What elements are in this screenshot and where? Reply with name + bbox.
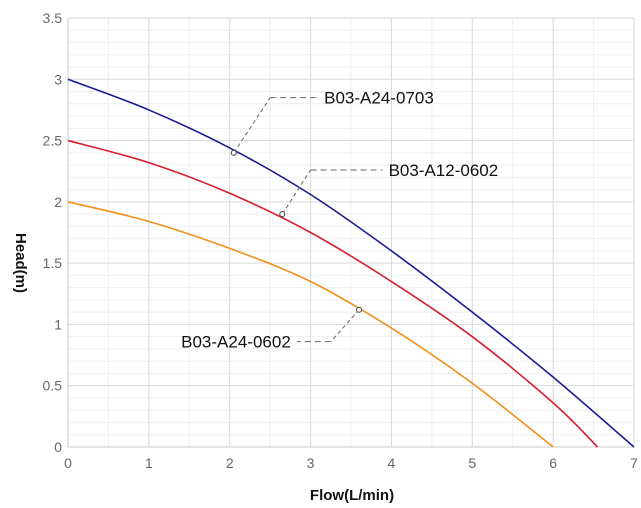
- y-tick-label: 0.5: [43, 378, 63, 394]
- y-tick-label: 2: [54, 194, 62, 210]
- callout-leader: [233, 97, 271, 154]
- tick-labels: 0 0.5 1 1.5 2 2.5 3 3.5 0 1 2 3 4 5 6 7: [43, 10, 639, 471]
- y-tick-label: 1.5: [43, 255, 63, 271]
- y-tick-label: 0: [54, 439, 62, 455]
- x-tick-label: 2: [226, 455, 234, 471]
- x-tick-label: 4: [388, 455, 396, 471]
- x-tick-label: 5: [468, 455, 476, 471]
- callout-point: [279, 211, 286, 218]
- series-line: [67, 139, 599, 448]
- y-tick-label: 2.5: [43, 133, 63, 149]
- x-tick-label: 7: [630, 455, 638, 471]
- x-tick-label: 1: [145, 455, 153, 471]
- grid: [68, 17, 635, 447]
- x-tick-label: 3: [307, 455, 315, 471]
- axes: [67, 18, 634, 448]
- x-axis-title: Flow(L/min): [310, 487, 394, 504]
- y-tick-label: 1: [54, 316, 62, 332]
- x-tick-label: 0: [64, 455, 72, 471]
- series-line: [67, 78, 635, 448]
- series-line: [67, 201, 554, 448]
- x-tick-label: 6: [549, 455, 557, 471]
- series-label: B03-A24-0703: [324, 89, 434, 108]
- series-lines: [67, 78, 635, 448]
- series-label: B03-A24-0602: [181, 333, 291, 352]
- callout-leader: [330, 309, 360, 342]
- callout-point: [356, 306, 363, 313]
- y-axis-title: Head(m): [12, 233, 29, 293]
- series-callouts: B03-A24-0703 B03-A12-0602 B03-A24-0602: [181, 89, 498, 352]
- y-tick-label: 3.5: [43, 10, 63, 26]
- series-label: B03-A12-0602: [389, 161, 499, 180]
- y-tick-label: 3: [54, 71, 62, 87]
- callout-point: [230, 149, 237, 156]
- callout-leader: [281, 169, 311, 215]
